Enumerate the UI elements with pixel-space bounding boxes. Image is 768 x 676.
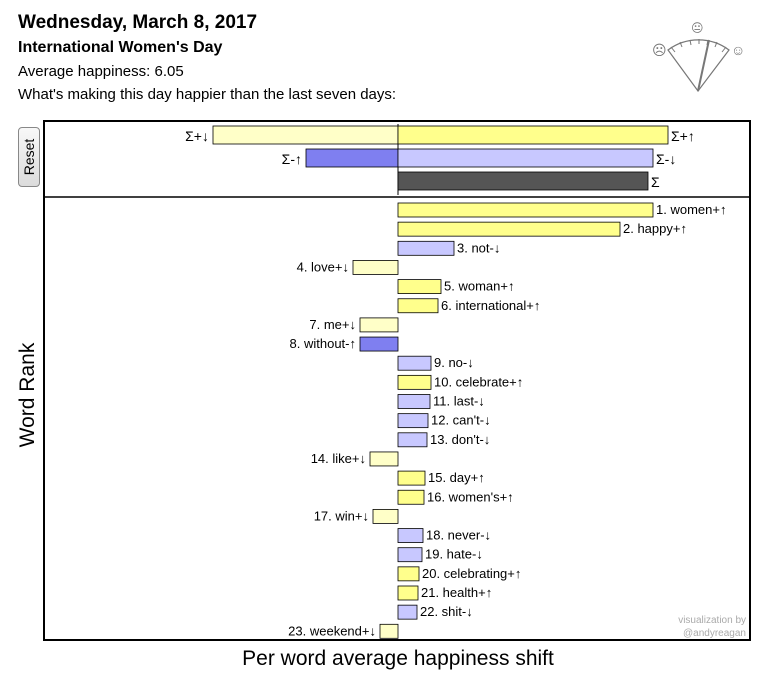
word-18-bar [397, 528, 424, 543]
word-8-label: 8. without-↑ [290, 336, 356, 351]
summary-3-label: Σ-↓ [656, 151, 676, 167]
gauge-needle [697, 39, 710, 92]
word-19-bar [397, 547, 423, 563]
word-13-label: 13. don't-↓ [430, 432, 490, 447]
word-20-label: 20. celebrating+↑ [422, 566, 521, 581]
word-18-label: 18. never-↓ [426, 528, 491, 543]
credit-line-1: visualization by [678, 615, 746, 626]
page-subtitle: International Women's Day [18, 39, 223, 56]
word-4-bar [352, 260, 399, 275]
word-11-label: 11. last-↓ [433, 394, 485, 409]
word-10-label: 10. celebrate+↑ [434, 374, 523, 389]
summary-0-bar [212, 125, 399, 145]
word-15-label: 15. day+↑ [428, 470, 485, 485]
word-6-bar [397, 298, 439, 314]
word-12-bar [397, 413, 429, 429]
reset-button[interactable]: Reset [18, 127, 40, 187]
word-1-bar [397, 202, 654, 218]
reset-label: Reset [21, 138, 37, 176]
word-21-bar [397, 585, 419, 601]
y-axis-label: Word Rank [16, 342, 39, 448]
page-title: Wednesday, March 8, 2017 [18, 12, 258, 33]
word-9-bar [397, 355, 432, 371]
x-axis-label: Per word average happiness shift [242, 647, 554, 670]
word-14-label: 14. like+↓ [311, 451, 366, 466]
word-17-bar [372, 508, 399, 524]
word-14-bar [369, 451, 399, 467]
credit-line-2: @andyreagan [683, 628, 746, 639]
summary-0-label: Σ+↓ [185, 128, 209, 144]
summary-2-bar [305, 148, 399, 168]
word-6-label: 6. international+↑ [441, 298, 540, 313]
word-7-bar [359, 317, 399, 333]
word-2-bar [397, 221, 621, 237]
summary-1-label: Σ+↑ [671, 128, 695, 144]
word-3-label: 3. not-↓ [457, 240, 500, 255]
question-text: What's making this day happier than the … [18, 86, 397, 103]
word-10-bar [397, 374, 432, 390]
summary-4-label: Σ [651, 174, 660, 190]
frown-icon: ☹ [652, 42, 667, 58]
chart-frame [43, 120, 751, 641]
word-5-label: 5. woman+↑ [444, 279, 514, 294]
visualization-credit: visualization by @andyreagan [678, 614, 746, 640]
word-7-label: 7. me+↓ [309, 317, 356, 332]
word-8-bar [359, 336, 399, 352]
word-11-bar [397, 394, 431, 409]
word-17-label: 17. win+↓ [314, 508, 369, 523]
word-22-label: 22. shit-↓ [420, 604, 473, 619]
word-23-bar [379, 623, 399, 639]
word-12-label: 12. can't-↓ [431, 413, 491, 428]
word-19-label: 19. hate-↓ [425, 547, 483, 562]
smile-icon: ☺ [731, 42, 745, 58]
word-2-label: 2. happy+↑ [623, 221, 687, 236]
gauge-dial [667, 39, 730, 93]
word-21-label: 21. health+↑ [421, 585, 492, 600]
word-9-label: 9. no-↓ [434, 355, 474, 370]
word-1-label: 1. women+↑ [656, 202, 726, 217]
word-16-bar [397, 489, 425, 505]
word-13-bar [397, 432, 428, 448]
summary-3-bar [397, 148, 654, 168]
neutral-face-icon: 😐 [691, 21, 704, 35]
word-3-bar [397, 240, 455, 256]
word-16-label: 16. women's+↑ [427, 489, 514, 504]
word-4-label: 4. love+↓ [297, 259, 349, 274]
happiness-gauge: ☹ 😐 ☺ [652, 21, 745, 93]
word-5-bar [397, 279, 442, 295]
average-happiness: Average happiness: 6.05 [18, 63, 184, 80]
word-15-bar [397, 470, 426, 486]
word-22-bar [397, 604, 418, 620]
summary-2-label: Σ-↑ [282, 151, 302, 167]
summary-1-bar [397, 125, 669, 145]
word-20-bar [397, 566, 420, 582]
word-23-label: 23. weekend+↓ [288, 623, 376, 638]
summary-4-bar [397, 171, 649, 191]
